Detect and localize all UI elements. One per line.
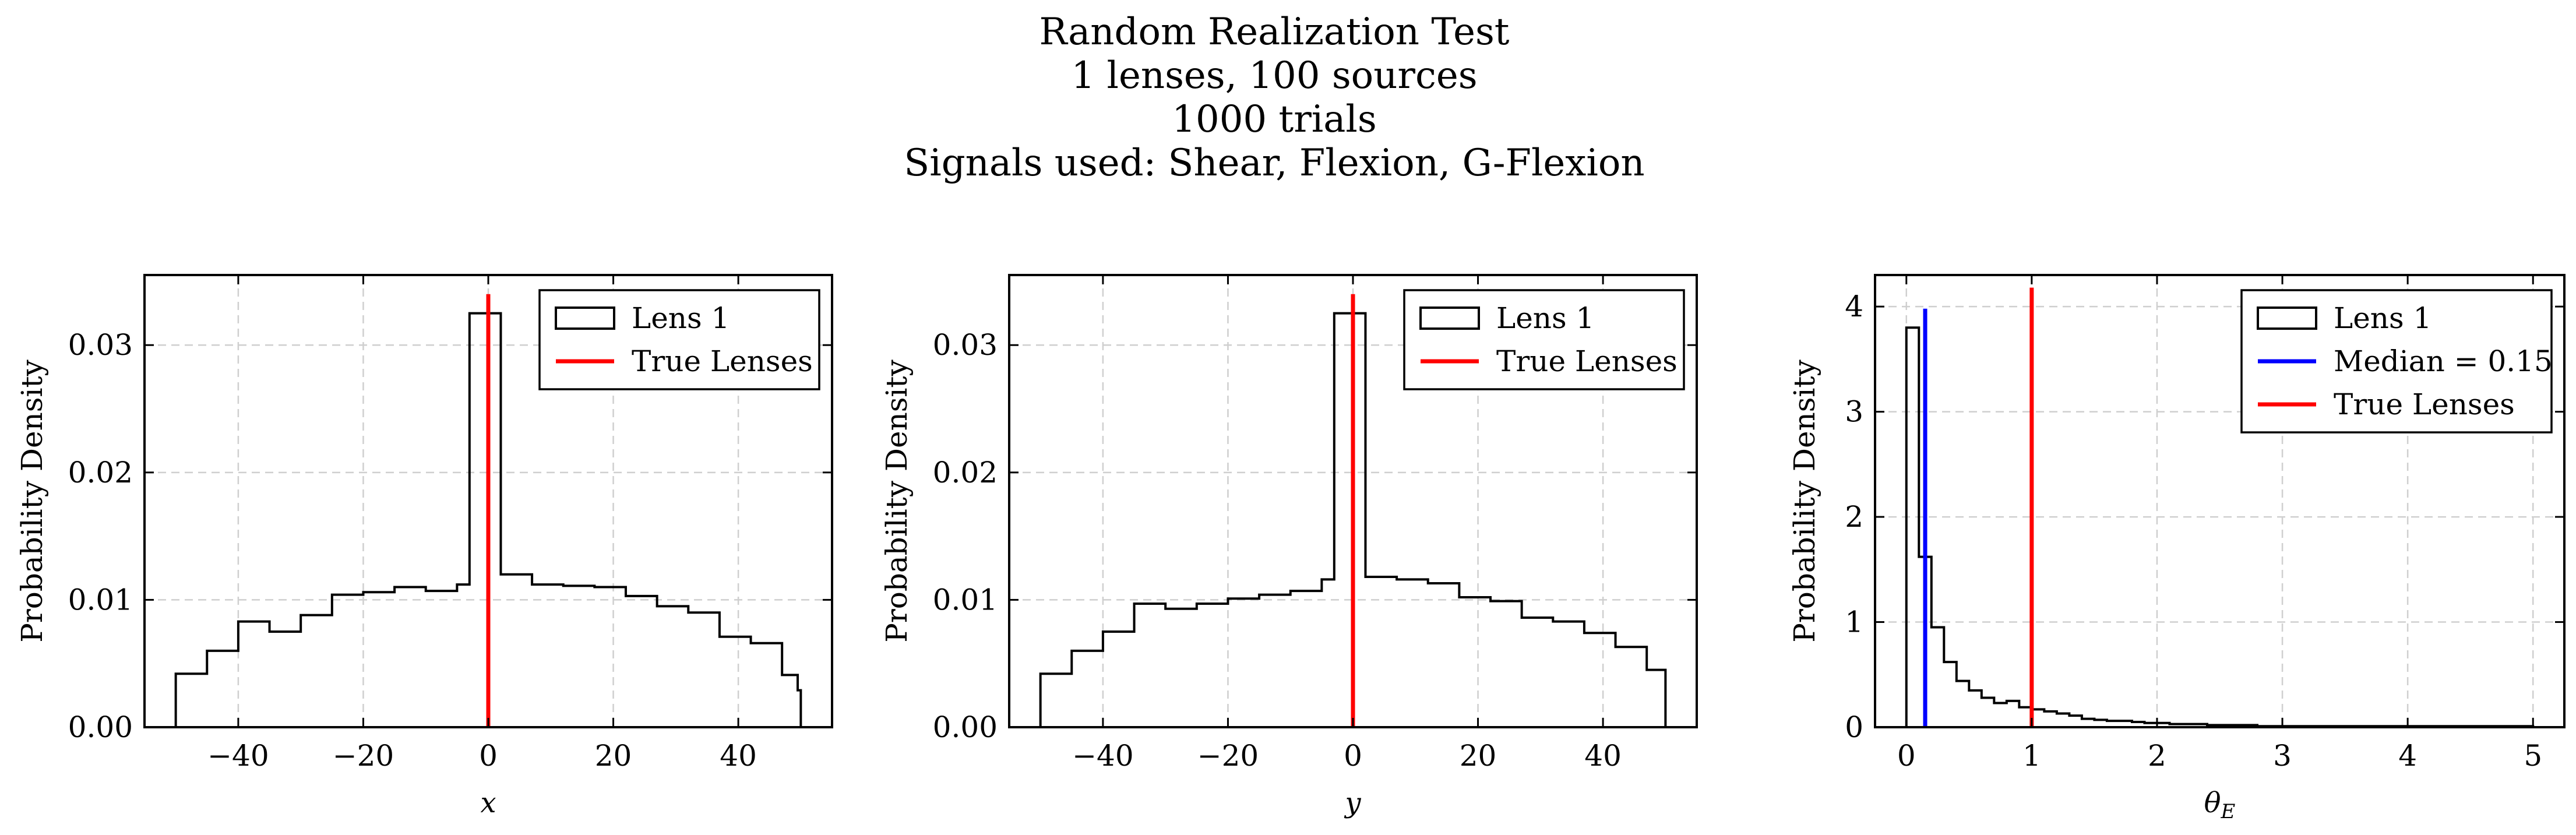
x-tick-label: 5 <box>2524 739 2542 773</box>
y-axis-label: Probability Density <box>880 359 914 642</box>
y-tick-label: 0.03 <box>68 328 133 362</box>
legend-entry-label: Median = 0.15 <box>2334 344 2553 378</box>
legend-entry-label: True Lenses <box>1496 344 1678 378</box>
legend-entry-label: Lens 1 <box>1496 301 1594 335</box>
legend-entry-label: True Lenses <box>632 344 813 378</box>
x-axis-label: θE <box>2204 787 2236 823</box>
x-tick-label: −40 <box>1072 739 1134 773</box>
x-axis-label-subscript: E <box>2221 800 2236 823</box>
legend-swatch-histogram <box>1419 306 1480 330</box>
legend: Lens 1 True Lenses <box>538 289 820 390</box>
x-tick-label: 40 <box>1584 739 1622 773</box>
y-tick-label: 0.00 <box>933 710 998 744</box>
y-tick-label: 2 <box>1845 500 1863 534</box>
y-axis-label: Probability Density <box>15 359 49 642</box>
title-line-2: 1 lenses, 100 sources <box>1071 54 1477 97</box>
legend-entry-label: Lens 1 <box>632 301 730 335</box>
x-tick-label: −20 <box>1197 739 1259 773</box>
ticks: −40 −20 0 20 40 0.00 0.01 0.02 0.03 <box>933 275 1697 773</box>
y-tick-label: 0.00 <box>68 710 133 744</box>
x-tick-label: 3 <box>2273 739 2292 773</box>
y-axis-label: Probability Density <box>1788 359 1821 642</box>
figure-title: Random Realization Test 1 lenses, 100 so… <box>904 10 1644 185</box>
x-axis-label: x <box>480 787 496 819</box>
subplot-2: −40 −20 0 20 40 0.00 0.01 0.02 0.03 Probability D… <box>880 274 1698 819</box>
axes-frame <box>1874 274 2566 728</box>
title-line-3: 1000 trials <box>1172 98 1376 141</box>
x-tick-label: 1 <box>2022 739 2041 773</box>
subplot-1: −40 −20 0 20 40 0.00 0.01 0.02 0.03 Probability D… <box>15 274 833 819</box>
histogram-lens-1 <box>1039 312 1667 727</box>
legend-entry-label: True Lenses <box>2334 387 2515 421</box>
y-tick-label: 0.01 <box>68 583 133 616</box>
legend: Lens 1 True Lenses <box>1403 289 1685 390</box>
y-tick-label: 3 <box>1845 395 1863 429</box>
x-tick-label: 2 <box>2148 739 2166 773</box>
legend-swatch-histogram <box>2257 306 2317 330</box>
title-line-1: Random Realization Test <box>1039 10 1509 54</box>
y-tick-label: 0.02 <box>68 456 133 489</box>
x-tick-label: 40 <box>720 739 757 773</box>
x-tick-label: 0 <box>1344 739 1362 773</box>
x-tick-label: −20 <box>333 739 394 773</box>
x-tick-label: 20 <box>1460 739 1497 773</box>
x-tick-label: 0 <box>1897 739 1916 773</box>
legend-swatch-histogram <box>555 306 615 330</box>
ticks: 0 1 2 3 4 5 0 1 2 3 4 <box>1845 275 2564 773</box>
legend-entry-label: Lens 1 <box>2334 301 2431 335</box>
y-tick-label: 4 <box>1845 290 1863 323</box>
subplot-3: 0 1 2 3 4 5 0 1 2 3 4 Probability Density θE Lens 1 Me… <box>1788 274 2566 823</box>
y-tick-label: 0 <box>1845 710 1863 744</box>
x-axis-label-theta: θ <box>2204 787 2221 819</box>
x-tick-label: 4 <box>2398 739 2417 773</box>
y-tick-label: 0.03 <box>933 328 998 362</box>
x-tick-label: 20 <box>595 739 632 773</box>
x-tick-label: −40 <box>207 739 269 773</box>
title-line-4: Signals used: Shear, Flexion, G-Flexion <box>904 142 1644 185</box>
legend: Lens 1 Median = 0.15 True Lenses <box>2240 289 2553 434</box>
ticks: −40 −20 0 20 40 0.00 0.01 0.02 0.03 <box>68 275 832 773</box>
histogram-lens-1 <box>174 312 802 727</box>
x-axis-label: y <box>1344 787 1361 819</box>
y-tick-label: 1 <box>1845 605 1863 639</box>
y-tick-label: 0.02 <box>933 456 998 489</box>
y-tick-label: 0.01 <box>933 583 998 616</box>
x-tick-label: 0 <box>479 739 498 773</box>
